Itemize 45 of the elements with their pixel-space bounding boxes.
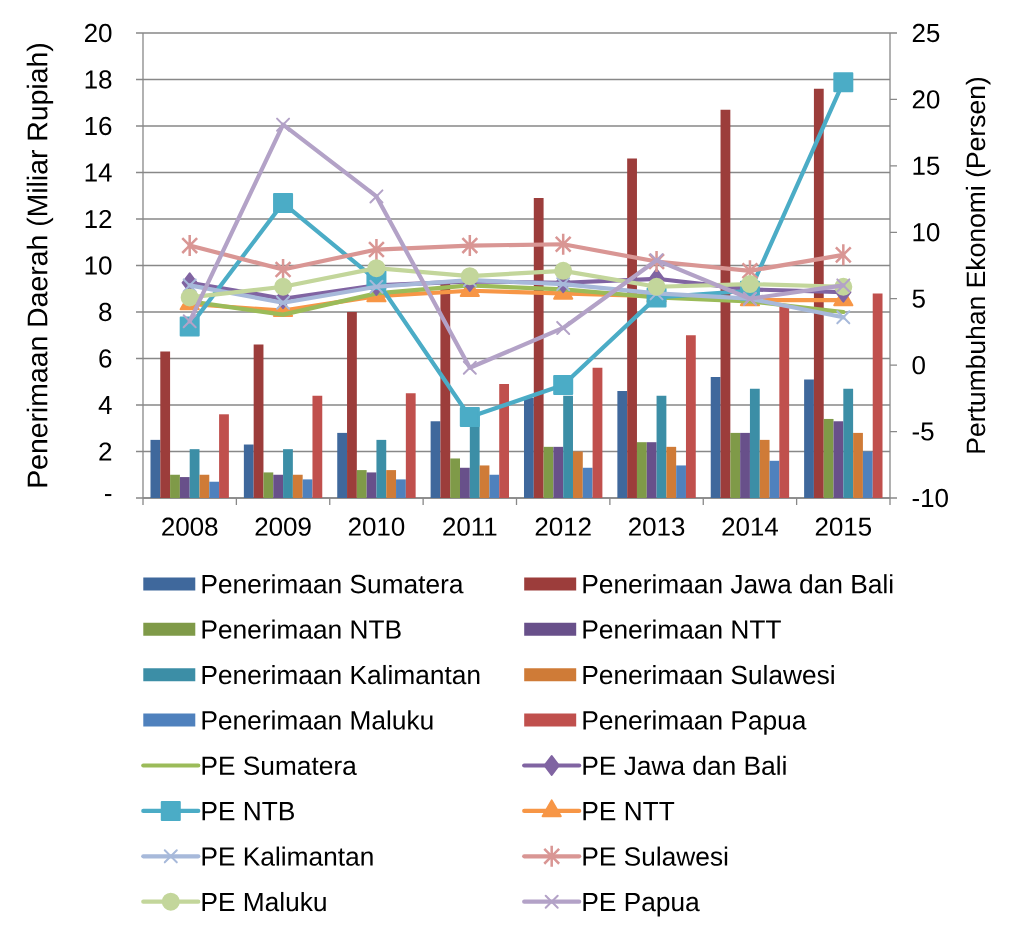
x-tick-label: 2009: [255, 517, 311, 536]
legend-label: Penerimaan Papua: [583, 710, 807, 735]
x-tick-label: 2014: [722, 517, 778, 536]
legend-label: PE Kalimantan: [202, 846, 373, 866]
y2-axis-title: Pertumbuhan Ekonomi (Persen): [965, 77, 991, 453]
legend-label: Penerimaan Sulawesi: [583, 664, 834, 685]
y2-tick-label: 25: [912, 23, 940, 43]
y-tick-label: 4: [98, 396, 112, 414]
x-tick-label: 2010: [348, 517, 405, 536]
legend-label: PE Maluku: [202, 891, 326, 912]
x-tick-label: 2012: [535, 517, 591, 536]
legend-label: Penerimaan Kalimantan: [202, 664, 480, 685]
y-tick-label: 8: [99, 302, 112, 322]
y2-tick-label: 15: [913, 156, 940, 175]
y-tick-label: -: [105, 494, 112, 497]
y-tick-label: 20: [84, 23, 112, 43]
y-tick-label: 6: [99, 349, 112, 368]
y-tick-label: 2: [99, 442, 112, 461]
legend-label: PE Sumatera: [202, 756, 357, 776]
x-tick-label: 2015: [815, 517, 872, 536]
y-tick-label: 16: [85, 116, 112, 136]
legend-label: Penerimaan Sumatera: [202, 574, 464, 594]
legend-label: PE NTT: [583, 802, 675, 821]
x-tick-label: 2008: [162, 517, 218, 536]
x-tick-label: 2013: [629, 517, 685, 536]
y-tick-label: 14: [85, 163, 112, 182]
y-axis-title: Penerimaan Daerah (Miliar Rupiah): [26, 44, 54, 487]
x-tick-label: 2011: [443, 517, 497, 536]
y2-tick-label: 5: [912, 289, 925, 308]
legend-label: Penerimaan NTT: [583, 619, 781, 639]
y2-tick-label: 20: [912, 90, 940, 109]
legend-label: PE Jawa dan Bali: [583, 755, 786, 776]
legend-label: PE Sulawesi: [583, 846, 728, 866]
legend-label: PE Papua: [583, 892, 700, 917]
legend-label: PE NTB: [202, 802, 294, 821]
y2-tick-label: -10: [912, 488, 948, 508]
y-tick-label: 10: [85, 256, 112, 275]
legend-label: Penerimaan Maluku: [202, 710, 433, 730]
y-tick-label: 18: [85, 70, 112, 89]
y2-tick-label: -5: [912, 422, 934, 441]
y-tick-label: 12: [85, 209, 112, 229]
y2-tick-label: 0: [912, 355, 925, 375]
legend-label: Penerimaan Jawa dan Bali: [583, 574, 893, 594]
y2-tick-label: 10: [913, 223, 940, 242]
legend-label: Penerimaan NTB: [202, 619, 401, 639]
